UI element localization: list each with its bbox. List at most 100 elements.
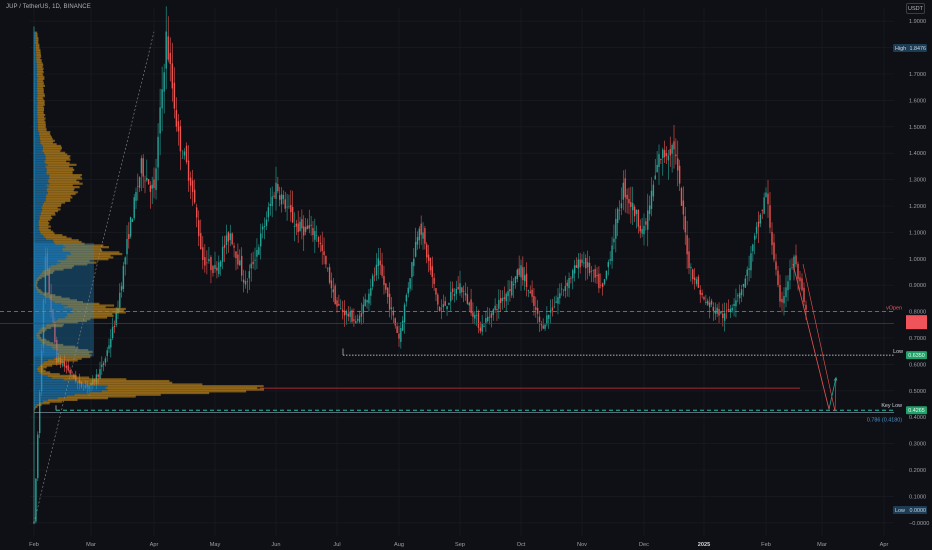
profile-buy-bar bbox=[34, 198, 46, 201]
profile-sell-bar bbox=[78, 381, 173, 384]
candle-body bbox=[277, 184, 279, 192]
projection-leg-up bbox=[828, 377, 837, 410]
candle-body bbox=[416, 237, 419, 245]
profile-buy-bar bbox=[34, 187, 47, 190]
candle-body bbox=[523, 275, 526, 282]
candle-body bbox=[533, 296, 535, 306]
candle-body bbox=[525, 273, 528, 288]
profile-buy-bar bbox=[34, 96, 37, 99]
vopen-label: vOpen bbox=[886, 306, 902, 312]
profile-buy-bar bbox=[34, 162, 46, 165]
profile-buy-bar bbox=[34, 108, 38, 112]
candle-body bbox=[110, 338, 112, 348]
profile-sell-bar bbox=[46, 172, 73, 175]
candle-body bbox=[319, 242, 322, 245]
profile-buy-bar bbox=[34, 304, 68, 307]
profile-buy-bar bbox=[34, 179, 48, 182]
profile-sell-bar bbox=[37, 84, 45, 87]
profile-sell-bar bbox=[40, 141, 53, 144]
profile-buy-bar bbox=[34, 113, 38, 117]
profile-sell-bar bbox=[37, 113, 46, 117]
candle-body bbox=[609, 259, 611, 261]
candle-body bbox=[789, 268, 791, 281]
candle-body bbox=[542, 325, 544, 329]
candle-body bbox=[157, 136, 159, 168]
currency-badge[interactable]: USDT bbox=[906, 3, 925, 14]
candle-body bbox=[472, 312, 474, 317]
x-tick-label: Jun bbox=[271, 542, 280, 548]
candle-body bbox=[690, 266, 692, 269]
profile-sell-bar bbox=[57, 259, 90, 263]
candle-body bbox=[155, 168, 157, 190]
candle-body bbox=[665, 153, 668, 156]
profile-sell-bar bbox=[55, 242, 85, 245]
profile-buy-bar bbox=[34, 213, 41, 216]
candle-body bbox=[448, 302, 450, 305]
candle-body bbox=[675, 154, 677, 157]
candle-body bbox=[366, 300, 368, 303]
y-tick-label: 1.2000 bbox=[909, 204, 926, 210]
candle-body bbox=[446, 306, 448, 310]
profile-sell-bar bbox=[36, 72, 43, 75]
profile-sell-bar bbox=[49, 177, 83, 180]
profile-sell-bar bbox=[37, 81, 44, 84]
candle-body bbox=[153, 179, 155, 189]
candle-body bbox=[522, 267, 524, 281]
profile-sell-bar bbox=[35, 35, 38, 38]
candle-body bbox=[505, 293, 507, 302]
candle-body bbox=[656, 164, 658, 173]
candle-body bbox=[304, 226, 307, 232]
profile-sell-bar bbox=[45, 156, 70, 160]
profile-buy-bar bbox=[34, 170, 47, 173]
candle-body bbox=[601, 283, 604, 287]
profile-sell-bar bbox=[37, 71, 44, 74]
profile-sell-bar bbox=[44, 153, 68, 156]
candle-body bbox=[699, 289, 701, 295]
candle-body bbox=[695, 279, 698, 285]
projection-arrowhead bbox=[833, 376, 838, 381]
x-axis: Feb Mar Apr May Jun Jul Aug Sep Oct Nov Dec 2025 Feb… bbox=[29, 542, 888, 548]
profile-sell-bar bbox=[36, 62, 43, 65]
candle-body bbox=[106, 350, 108, 357]
candle-body bbox=[39, 392, 41, 434]
profile-sell-bar bbox=[45, 198, 71, 201]
profile-buy-bar bbox=[34, 385, 108, 388]
profile-sell-bar bbox=[35, 282, 38, 285]
profile-sell-bar bbox=[39, 218, 51, 221]
candle-body bbox=[177, 121, 180, 132]
profile-buy-bar bbox=[34, 53, 37, 57]
candle-body bbox=[35, 478, 37, 522]
candle-body bbox=[632, 203, 634, 211]
candle-body bbox=[173, 82, 176, 109]
candle-body bbox=[179, 126, 182, 152]
candle-body bbox=[742, 283, 745, 287]
profile-sell-bar bbox=[37, 105, 44, 108]
profile-sell-bar bbox=[61, 302, 100, 305]
profile-sell-bar bbox=[42, 148, 62, 151]
candle-body bbox=[596, 275, 598, 277]
candle-body bbox=[686, 235, 688, 255]
candle-body bbox=[229, 233, 231, 240]
projection-leg-down-2 bbox=[802, 264, 837, 412]
candle-body bbox=[167, 36, 169, 60]
profile-sell-bar bbox=[44, 160, 67, 163]
candle-body bbox=[527, 290, 530, 292]
profile-buy-bar bbox=[34, 89, 38, 93]
profile-sell-bar bbox=[35, 43, 40, 46]
profile-sell-bar bbox=[40, 292, 49, 295]
candle-body bbox=[368, 293, 370, 304]
profile-sell-bar bbox=[64, 316, 108, 319]
candle-body bbox=[559, 293, 561, 299]
profile-buy-bar bbox=[34, 264, 51, 268]
profile-buy-bar bbox=[34, 249, 63, 252]
high-label-bg bbox=[893, 44, 927, 52]
profile-sell-bar bbox=[43, 361, 65, 364]
profile-buy-bar bbox=[34, 244, 64, 247]
candle-body bbox=[269, 203, 271, 206]
profile-sell-bar bbox=[39, 228, 51, 232]
projection bbox=[792, 263, 838, 412]
profile-buy-bar bbox=[34, 196, 47, 199]
candle-body bbox=[710, 300, 713, 305]
